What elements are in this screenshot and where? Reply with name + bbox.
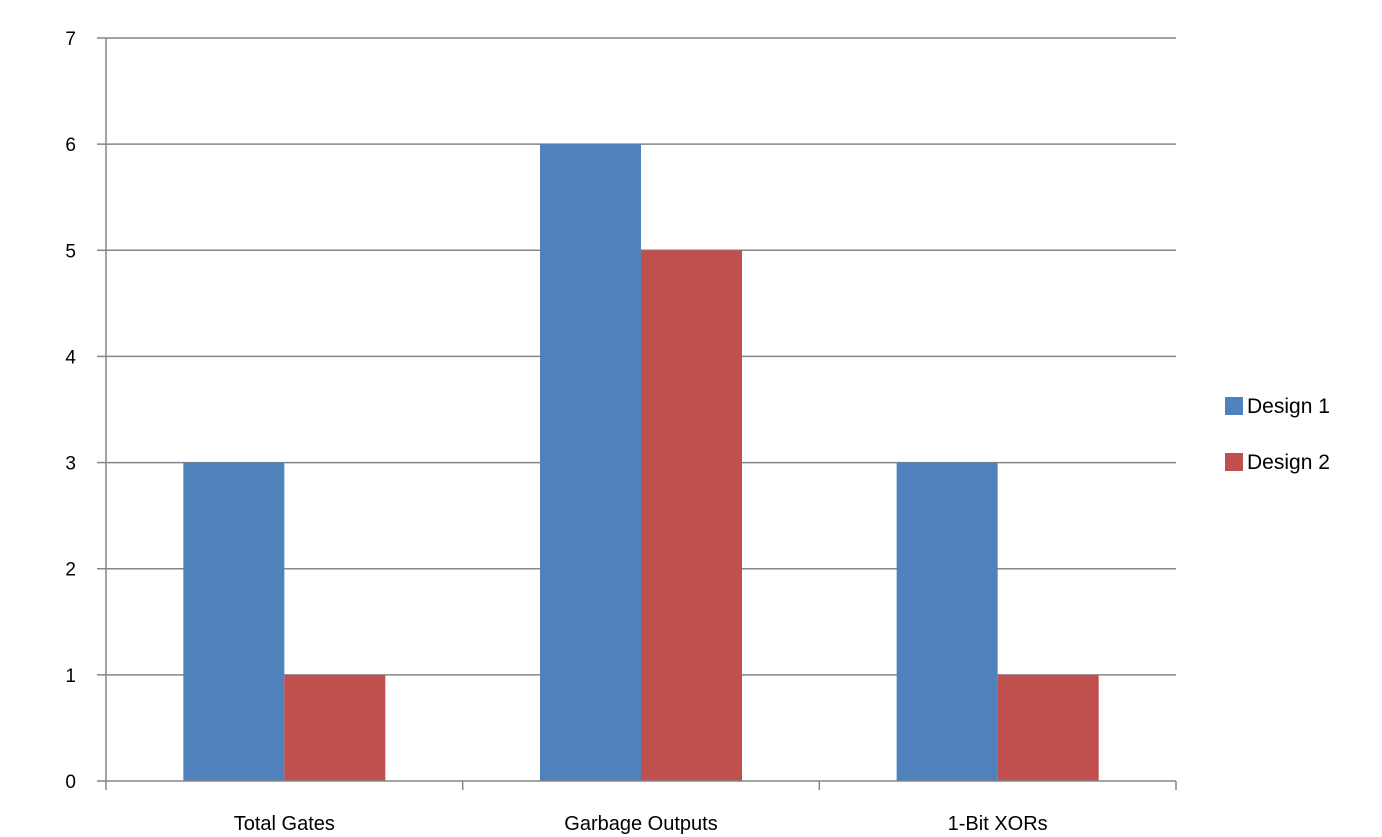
legend-swatch: [1225, 453, 1243, 471]
bars: [183, 144, 1099, 782]
x-tick-label: Total Gates: [234, 813, 335, 835]
x-tick-label: Garbage Outputs: [564, 813, 717, 835]
y-tick-label: 3: [65, 454, 76, 475]
y-tick-label: 4: [65, 347, 76, 368]
bar-design-2: [284, 674, 386, 781]
y-tick-label: 6: [65, 135, 76, 156]
legend-swatch: [1225, 397, 1243, 415]
bar-design-1: [183, 462, 285, 781]
legend-label: Design 2: [1247, 451, 1330, 474]
y-tick-label: 7: [65, 29, 76, 50]
y-tick-label: 1: [65, 666, 76, 687]
legend: Design 1 Design 2: [1225, 395, 1330, 474]
x-tick-label: 1-Bit XORs: [948, 813, 1048, 835]
x-axis-ticks: Total Gates Garbage Outputs 1-Bit XORs: [105, 781, 1177, 835]
legend-label: Design 1: [1247, 395, 1330, 418]
y-axis-ticks: 0 1 2 3 4 5 6 7: [65, 29, 106, 793]
y-tick-label: 2: [65, 560, 76, 581]
y-tick-label: 0: [65, 772, 76, 793]
y-tick-label: 5: [65, 241, 76, 262]
axes: [105, 38, 1176, 782]
bar-design-1: [540, 144, 641, 782]
bar-design-2: [641, 250, 742, 782]
bar-design-2: [997, 674, 1099, 781]
bar-design-1: [896, 462, 998, 781]
